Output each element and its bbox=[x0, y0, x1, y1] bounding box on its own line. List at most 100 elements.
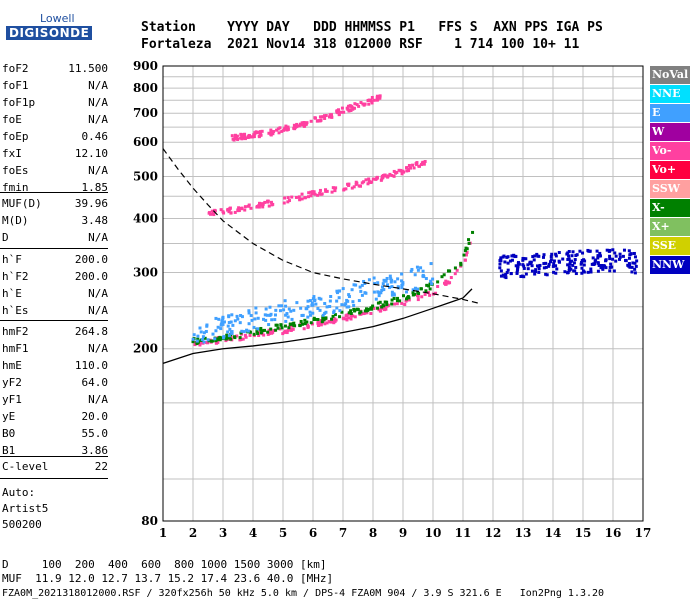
trace-point bbox=[568, 268, 572, 272]
trace-point bbox=[431, 277, 435, 281]
trace-point bbox=[333, 189, 337, 193]
trace-point bbox=[299, 306, 303, 310]
trace-point bbox=[292, 323, 296, 327]
y-tick-label: 200 bbox=[133, 342, 158, 356]
trace-point bbox=[240, 133, 244, 137]
trace-point bbox=[371, 177, 375, 181]
param-value: 20.0 bbox=[81, 410, 109, 423]
trace-point bbox=[608, 248, 612, 252]
trace-point bbox=[300, 197, 304, 201]
trace-point bbox=[319, 323, 323, 327]
trace-point bbox=[416, 287, 420, 291]
trace-point bbox=[334, 186, 338, 190]
trace-point bbox=[569, 259, 573, 263]
trace-point bbox=[350, 186, 354, 190]
trace-point bbox=[323, 322, 327, 326]
trace-point bbox=[573, 258, 577, 262]
trace-point bbox=[535, 252, 539, 256]
trace-point bbox=[269, 130, 273, 134]
trace-point bbox=[436, 280, 440, 284]
trace-point bbox=[530, 264, 534, 268]
separator-line bbox=[0, 248, 108, 249]
trace-point bbox=[256, 316, 260, 320]
param-name: h`F2 bbox=[2, 270, 29, 283]
trace-point bbox=[388, 285, 392, 289]
trace-point bbox=[449, 276, 453, 280]
trace-point bbox=[596, 256, 600, 260]
trace-point bbox=[353, 315, 357, 319]
legend-item: NNE bbox=[650, 85, 690, 103]
trace-point bbox=[394, 171, 398, 175]
trace-point bbox=[516, 267, 520, 271]
trace-point bbox=[303, 322, 307, 326]
trace-point bbox=[227, 210, 231, 214]
trace-point bbox=[453, 272, 457, 276]
trace-point bbox=[371, 304, 375, 308]
logo-digisonde-text: DIGISONDE bbox=[6, 26, 93, 40]
trace-point bbox=[238, 338, 242, 342]
x-tick-label: 7 bbox=[339, 526, 347, 540]
trace-point bbox=[238, 336, 242, 340]
trace-point bbox=[634, 264, 638, 268]
param-value: 55.0 bbox=[81, 427, 109, 440]
trace-point bbox=[382, 304, 386, 308]
trace-point bbox=[270, 318, 274, 322]
trace-point bbox=[329, 294, 333, 298]
trace-point bbox=[574, 265, 578, 269]
trace-point bbox=[414, 287, 418, 291]
trace-point bbox=[395, 302, 399, 306]
trace-point bbox=[343, 303, 347, 307]
trace-point bbox=[574, 272, 578, 276]
trace-point bbox=[206, 338, 210, 342]
trace-point bbox=[238, 321, 242, 325]
trace-point bbox=[275, 128, 279, 132]
trace-point bbox=[283, 299, 287, 303]
trace-point bbox=[284, 304, 288, 308]
trace-point bbox=[241, 337, 245, 341]
trace-point bbox=[285, 312, 289, 316]
trace-point bbox=[335, 109, 339, 113]
trace-point bbox=[213, 337, 217, 341]
trace-point bbox=[369, 180, 373, 184]
trace-point bbox=[544, 261, 548, 265]
y-tick-label: 500 bbox=[133, 169, 158, 183]
trace-point bbox=[239, 314, 243, 318]
trace-point bbox=[228, 206, 232, 210]
trace-point bbox=[579, 262, 583, 266]
trace-point bbox=[320, 320, 324, 324]
trace-point bbox=[367, 102, 371, 106]
trace-point bbox=[268, 305, 272, 309]
param-value: 110.0 bbox=[74, 359, 108, 372]
trace-point bbox=[314, 302, 318, 306]
trace-point bbox=[463, 258, 467, 262]
trace-point bbox=[324, 189, 328, 193]
trace-point bbox=[247, 134, 251, 138]
trace-point bbox=[331, 314, 335, 318]
trace-point bbox=[222, 335, 226, 339]
trace-point bbox=[393, 280, 397, 284]
x-tick-label: 1 bbox=[159, 526, 167, 540]
trace-point bbox=[352, 185, 356, 189]
param-value: 11.500 bbox=[68, 62, 108, 75]
trace-point bbox=[521, 256, 525, 260]
trace-point bbox=[390, 290, 394, 294]
trace-point bbox=[245, 328, 249, 332]
trace-point bbox=[627, 264, 631, 268]
trace-point bbox=[233, 319, 237, 323]
trace-point bbox=[510, 258, 514, 262]
trace-point bbox=[295, 301, 299, 305]
trace-point bbox=[307, 195, 311, 199]
profile-solid-line bbox=[162, 288, 473, 365]
trace-point bbox=[195, 339, 199, 343]
trace-point bbox=[424, 289, 428, 293]
x-tick-label: 3 bbox=[219, 526, 227, 540]
trace-point bbox=[217, 317, 221, 321]
trace-point bbox=[627, 249, 631, 253]
trace-point bbox=[413, 292, 417, 296]
trace-point bbox=[508, 259, 512, 263]
trace-point bbox=[633, 267, 637, 271]
lowell-logo: Lowell DIGISONDE bbox=[0, 0, 130, 48]
trace-point bbox=[347, 293, 351, 297]
trace-point bbox=[268, 313, 272, 317]
trace-point bbox=[293, 127, 297, 131]
